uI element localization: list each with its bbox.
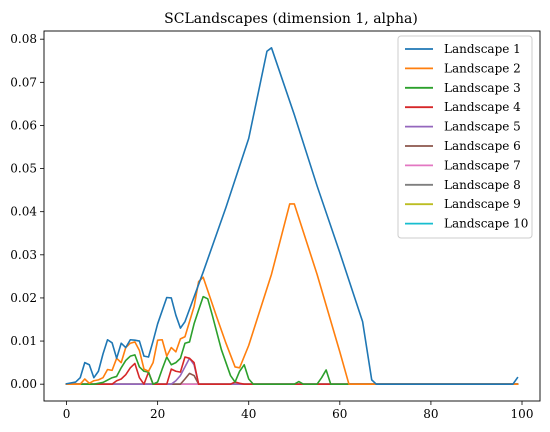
series-line-landscape-4	[65, 356, 519, 385]
legend-label: Landscape 5	[444, 120, 521, 134]
x-tick-label: 20	[150, 407, 165, 421]
x-tick-label: 100	[511, 407, 534, 421]
legend-label: Landscape 8	[444, 178, 521, 192]
plot-frame	[43, 30, 541, 402]
x-tick-label: 0	[63, 407, 71, 421]
legend-label: Landscape 10	[444, 217, 528, 231]
x-tick-label: 40	[241, 407, 256, 421]
legend-label: Landscape 4	[444, 100, 521, 114]
x-tick-label: 80	[423, 407, 438, 421]
legend-label: Landscape 9	[444, 197, 521, 211]
y-tick-label: 0.03	[10, 248, 37, 262]
legend-box	[397, 35, 533, 239]
y-tick-label: 0.08	[10, 32, 37, 46]
y-tick-label: 0.00	[10, 377, 37, 391]
y-tick-label: 0.05	[10, 162, 37, 176]
legend-label: Landscape 1	[444, 42, 521, 56]
y-tick-label: 0.02	[10, 291, 37, 305]
series-line-landscape-6	[65, 372, 519, 385]
legend-label: Landscape 3	[444, 81, 521, 95]
series-layer	[65, 47, 519, 385]
x-tick-label: 60	[332, 407, 347, 421]
y-tick-label: 0.01	[10, 334, 37, 348]
series-line-landscape-3	[65, 295, 519, 385]
legend-label: Landscape 2	[444, 61, 521, 75]
series-line-landscape-2	[65, 203, 519, 385]
y-tick-label: 0.04	[10, 205, 37, 219]
y-tick-label: 0.06	[10, 118, 37, 132]
chart-title: SCLandscapes (dimension 1, alpha)	[164, 11, 418, 27]
axes-layer: 0 20 40 60 80 100 0.00 0.01 0.02 0.03 0.04 0.05 0.06…	[10, 30, 541, 421]
series-line-landscape-5	[65, 357, 519, 385]
legend-label: Landscape 6	[444, 139, 521, 153]
legend-label: Landscape 7	[444, 158, 521, 172]
series-line-landscape-1	[65, 47, 519, 385]
legend: Landscape 1 Landscape 2 Landscape 3 Landsca…	[397, 35, 533, 239]
y-tick-label: 0.07	[10, 75, 37, 89]
